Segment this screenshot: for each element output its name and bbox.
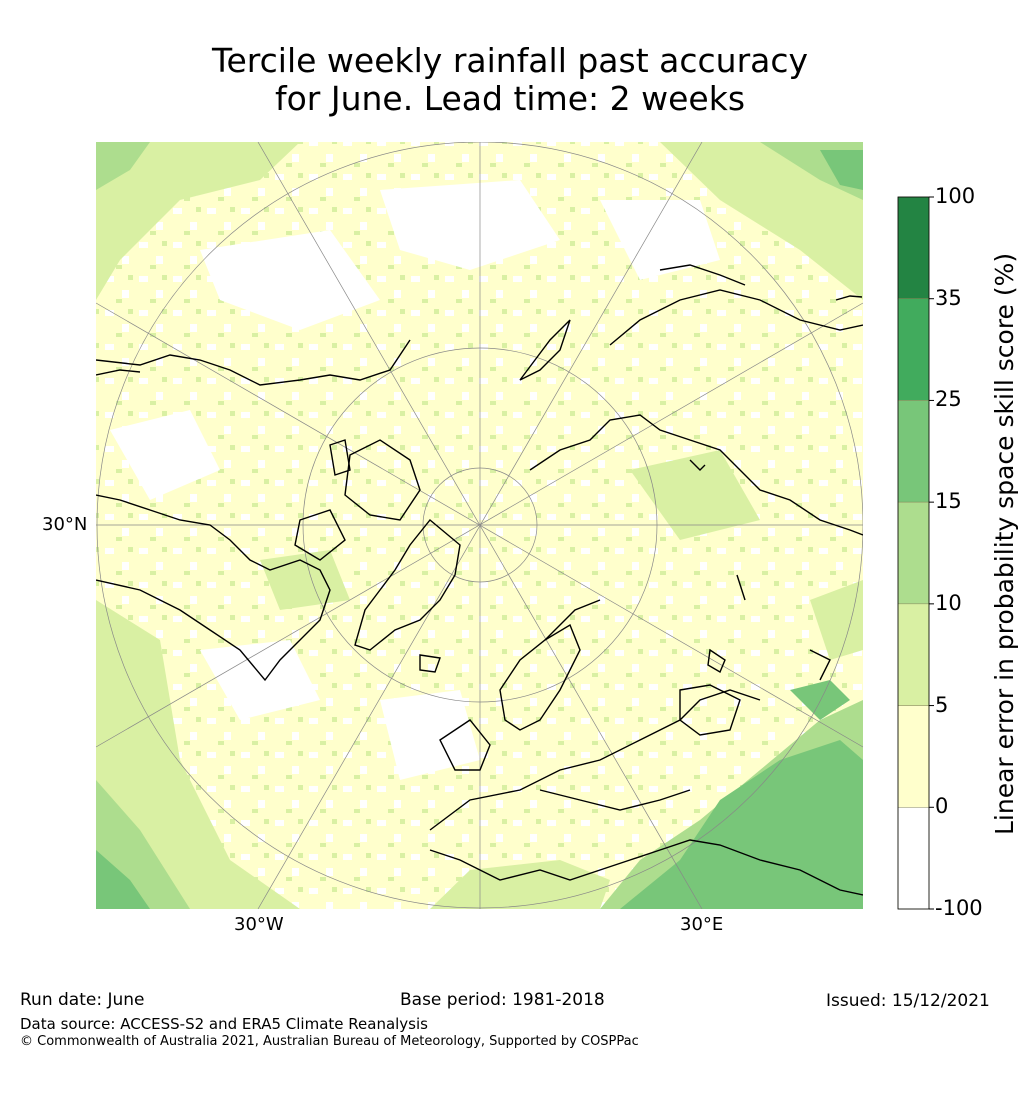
issued-date: Issued: 15/12/2021 [826, 991, 990, 1011]
black-sea-region [539, 789, 691, 811]
map-title-line-1: Tercile weekly rainfall past accuracy [211, 41, 809, 80]
caspian-sea-outline [679, 684, 741, 736]
scandinavia-outline [499, 623, 581, 731]
colorbar-bin [897, 298, 930, 401]
graticule [96, 142, 863, 909]
colorbar-bin [897, 807, 930, 910]
north-america-coast [96, 494, 331, 682]
colorbar-tick-label: 0 [935, 794, 949, 819]
colorbar-tick-label: 35 [935, 285, 962, 310]
mediterranean-coast [429, 839, 863, 896]
colorbar-tick-label: 15 [935, 489, 962, 514]
map-area [96, 142, 863, 909]
colorbar-bins [897, 196, 930, 910]
run-date: Run date: June [20, 990, 145, 1010]
lon-label-30w: 30°W [234, 914, 284, 935]
base-period: Base period: 1981-2018 [400, 990, 605, 1010]
colorbar-tick-label: 5 [935, 692, 949, 717]
colorbar-tick-label: 10 [935, 590, 962, 615]
russian-arctic-coast [529, 414, 863, 536]
lon-label-30e: 30°E [680, 914, 724, 935]
colorbar-bin [897, 400, 930, 503]
colorbar-title: Linear error in probability space skill … [990, 252, 1019, 835]
coastlines [96, 264, 863, 896]
iceland-outline [419, 654, 441, 673]
novaya-zemlya-outline [519, 319, 571, 381]
lat-label-30n: 30°N [42, 514, 88, 535]
greenland-outline [354, 519, 461, 651]
colorbar-bin [897, 196, 930, 299]
colorbar-ticks [929, 196, 934, 910]
colorbar-bin [897, 705, 930, 808]
map-title-line-2: for June. Lead time: 2 weeks [274, 79, 746, 118]
colorbar-tick-label: 100 [935, 184, 976, 208]
siberia-alaska-coast [96, 339, 411, 386]
skill-patches [96, 142, 863, 909]
colorbar-tick-label: -100 [935, 896, 983, 920]
copyright-notice: © Commonwealth of Australia 2021, Austra… [20, 1034, 639, 1049]
colorbar-bin [897, 603, 930, 706]
data-source: Data source: ACCESS-S2 and ERA5 Climate … [20, 1015, 428, 1033]
colorbar-bin [897, 501, 930, 605]
colorbar-frame [897, 196, 930, 910]
europe-coast [429, 689, 761, 831]
colorbar-tick-label: 25 [935, 387, 962, 412]
british-isles-outline [439, 719, 491, 771]
arctic-archipelago-outline [344, 439, 421, 521]
east-siberian-coast [609, 289, 863, 346]
